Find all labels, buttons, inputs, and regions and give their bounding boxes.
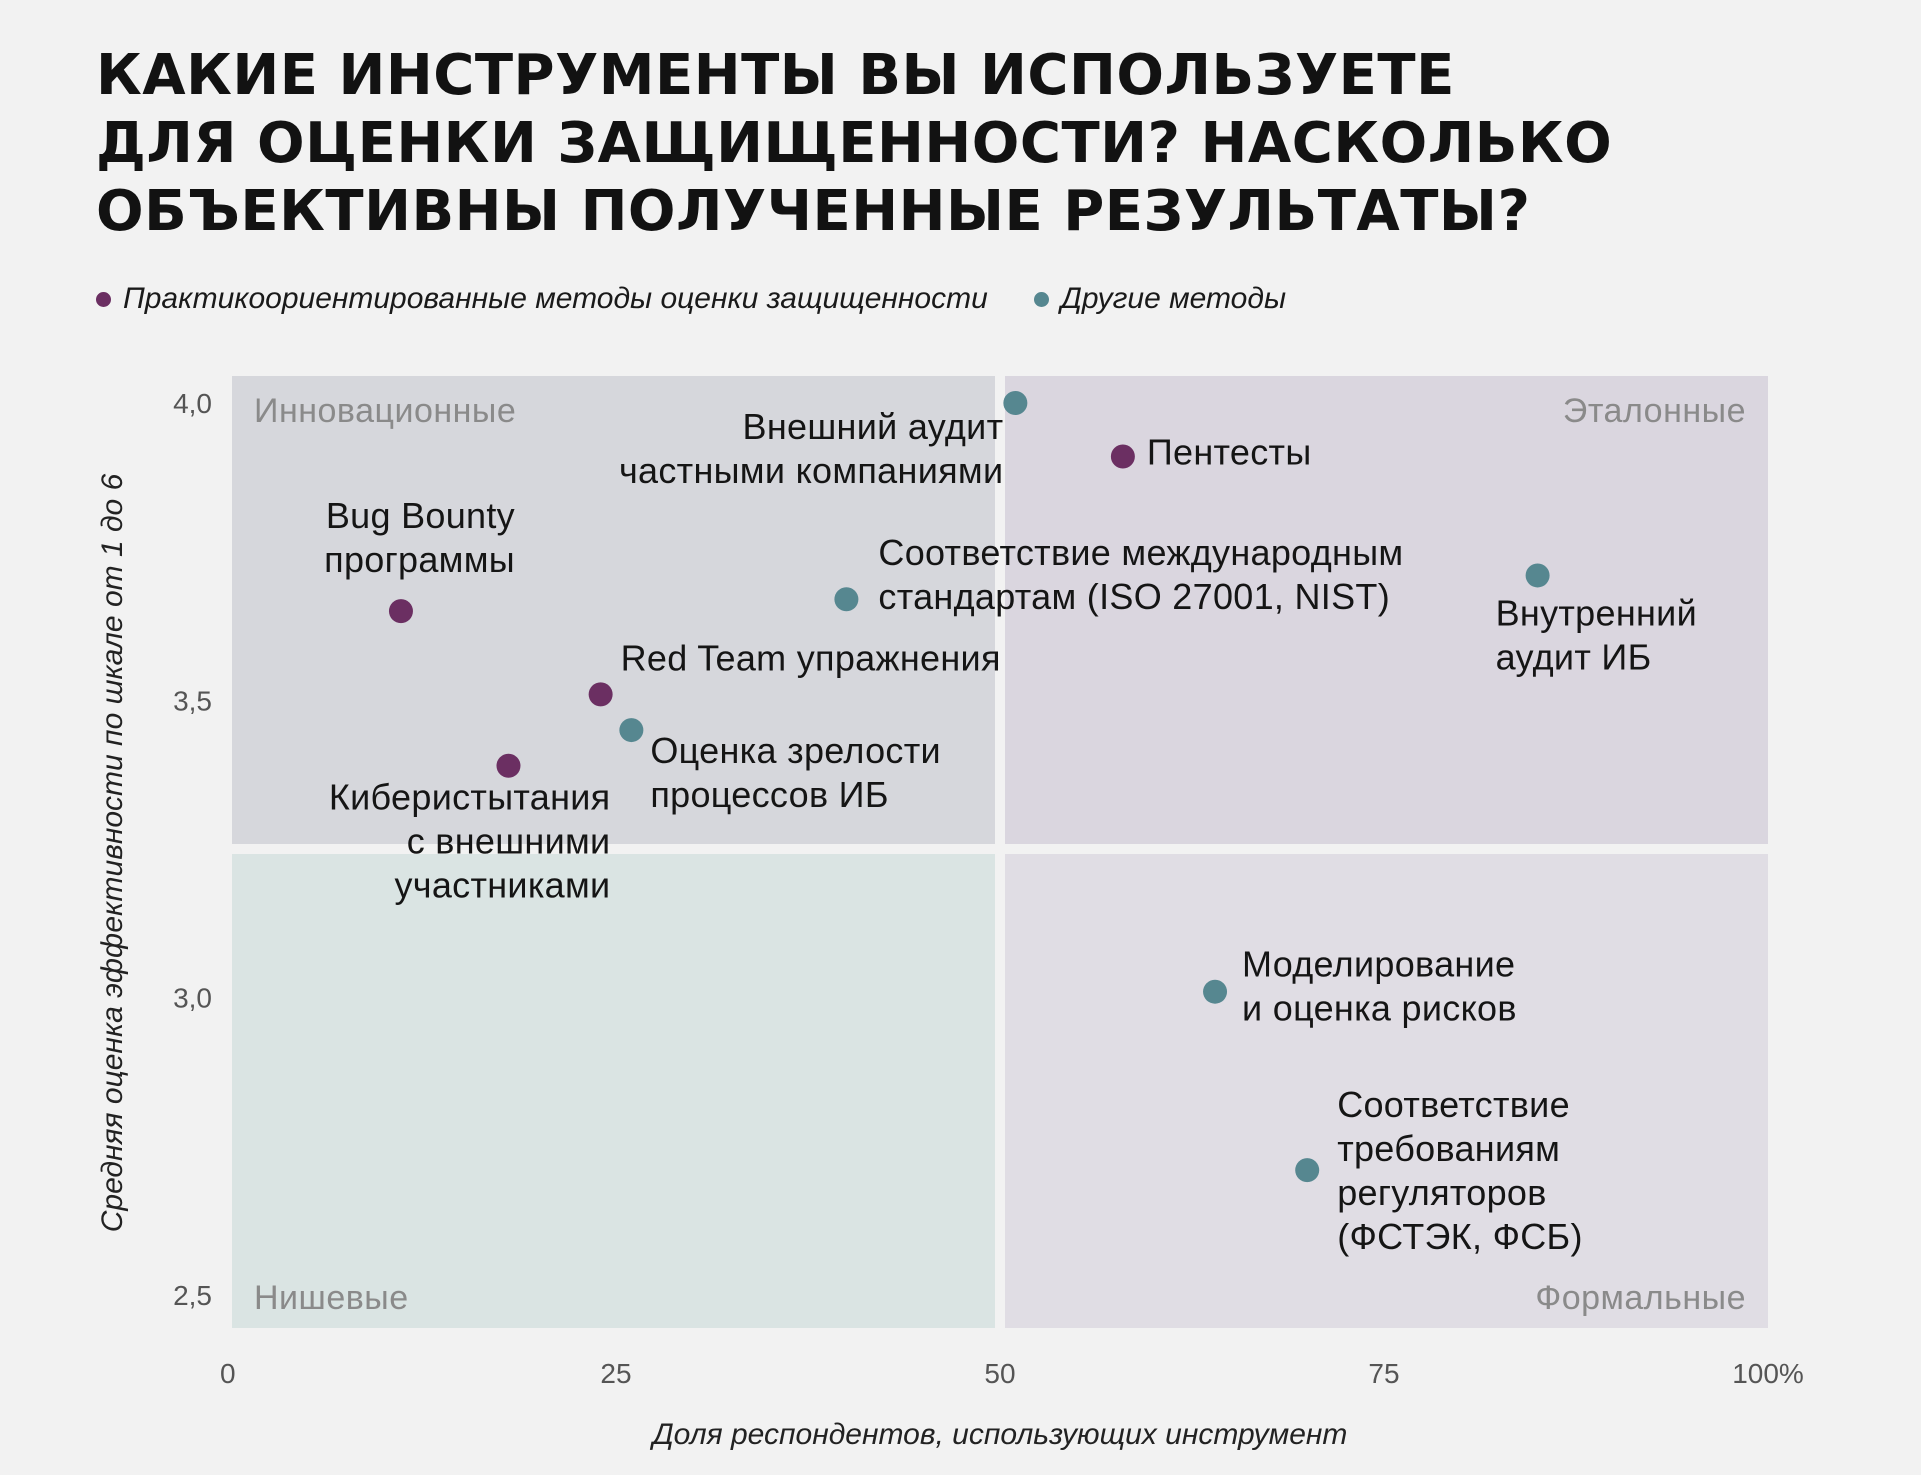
- chart-title-line: ОБЪЕКТИВНЫ ПОЛУЧЕННЫЕ РЕЗУЛЬТАТЫ?: [96, 179, 1531, 244]
- x-tick-label: 50: [984, 1358, 1015, 1389]
- quadrant-label-top-right: Эталонные: [1563, 392, 1746, 430]
- legend-item-other: Другие методы: [1033, 282, 1287, 316]
- data-point-label: стандартам (ISO 27001, NIST): [878, 576, 1390, 617]
- data-point-label: требованиям: [1337, 1128, 1560, 1169]
- data-point-label: программы: [324, 539, 515, 580]
- data-point-label: Киберистытания: [329, 777, 611, 818]
- data-point-label: (ФСТЭК, ФСБ): [1337, 1216, 1583, 1257]
- data-point-other: [1525, 563, 1550, 588]
- legend-item-practical: Практикоориентированные методы оценки за…: [96, 282, 988, 316]
- data-point-other: [1203, 979, 1228, 1004]
- x-tick-label: 0: [220, 1358, 236, 1389]
- y-tick-label: 2,5: [173, 1280, 212, 1311]
- data-point-other: [834, 587, 859, 612]
- data-point-label: процессов ИБ: [650, 774, 888, 815]
- data-point-label: частными компаниями: [619, 450, 1003, 491]
- quadrant-label-bottom-left: Нишевые: [254, 1279, 409, 1317]
- x-axis-label: Доля респондентов, использующих инструме…: [650, 1418, 1348, 1451]
- x-tick-label: 75: [1368, 1358, 1399, 1389]
- data-point-label: Соответствие: [1337, 1084, 1570, 1125]
- legend-label-practical: Практикоориентированные методы оценки за…: [123, 282, 988, 315]
- data-point-label: Bug Bounty: [326, 495, 515, 536]
- legend-label-other: Другие методы: [1060, 282, 1287, 315]
- data-point-label: Внутренний: [1496, 592, 1697, 633]
- quadrant-label-bottom-right: Формальные: [1535, 1279, 1746, 1317]
- chart-title: КАКИЕ ИНСТРУМЕНТЫ ВЫ ИСПОЛЬЗУЕТЕ ДЛЯ ОЦЕ…: [96, 42, 1796, 246]
- quadrant-bottom-left: [232, 854, 995, 1328]
- data-point-label: участниками: [394, 865, 610, 906]
- data-point-label: Red Team упражнения: [621, 637, 1001, 678]
- data-point-practical: [388, 599, 413, 624]
- data-point-label: с внешними: [407, 821, 611, 862]
- chart-legend: Практикоориентированные методы оценки за…: [96, 282, 1332, 316]
- y-tick-label: 4,0: [173, 388, 212, 419]
- data-point-label: и оценка рисков: [1242, 988, 1517, 1029]
- x-tick-label: 100%: [1732, 1358, 1804, 1389]
- legend-marker-practical: [96, 291, 111, 307]
- y-tick-label: 3,5: [173, 685, 212, 716]
- data-point-label: Соответствие международным: [878, 532, 1403, 573]
- data-point-label: Пентесты: [1147, 432, 1312, 473]
- quadrant-bottom-right: [1005, 854, 1768, 1328]
- chart-title-line: ДЛЯ ОЦЕНКИ ЗАЩИЩЕННОСТИ? НАСКОЛЬКО: [96, 111, 1613, 176]
- data-point-label: регуляторов: [1337, 1172, 1546, 1213]
- data-point-practical: [1110, 444, 1135, 469]
- data-point-label: Моделирование: [1242, 944, 1515, 985]
- y-axis-label: Средняя оценка эффективности по шкале от…: [96, 473, 129, 1232]
- data-point-label: Внешний аудит: [743, 406, 1004, 447]
- x-tick-label: 25: [600, 1358, 631, 1389]
- quadrant-top-left: [232, 376, 995, 844]
- quadrant-label-top-left: Инновационные: [254, 392, 516, 430]
- data-point-practical: [496, 753, 521, 778]
- data-point-practical: [588, 682, 613, 707]
- data-point-other: [1295, 1158, 1320, 1183]
- y-tick-label: 3,0: [173, 983, 212, 1014]
- data-point-label: аудит ИБ: [1496, 636, 1652, 677]
- chart-title-line: КАКИЕ ИНСТРУМЕНТЫ ВЫ ИСПОЛЬЗУЕТЕ: [96, 43, 1455, 108]
- data-point-label: Оценка зрелости: [650, 730, 941, 771]
- legend-marker-other: [1033, 291, 1049, 307]
- data-point-other: [619, 718, 644, 743]
- data-point-other: [1003, 391, 1028, 415]
